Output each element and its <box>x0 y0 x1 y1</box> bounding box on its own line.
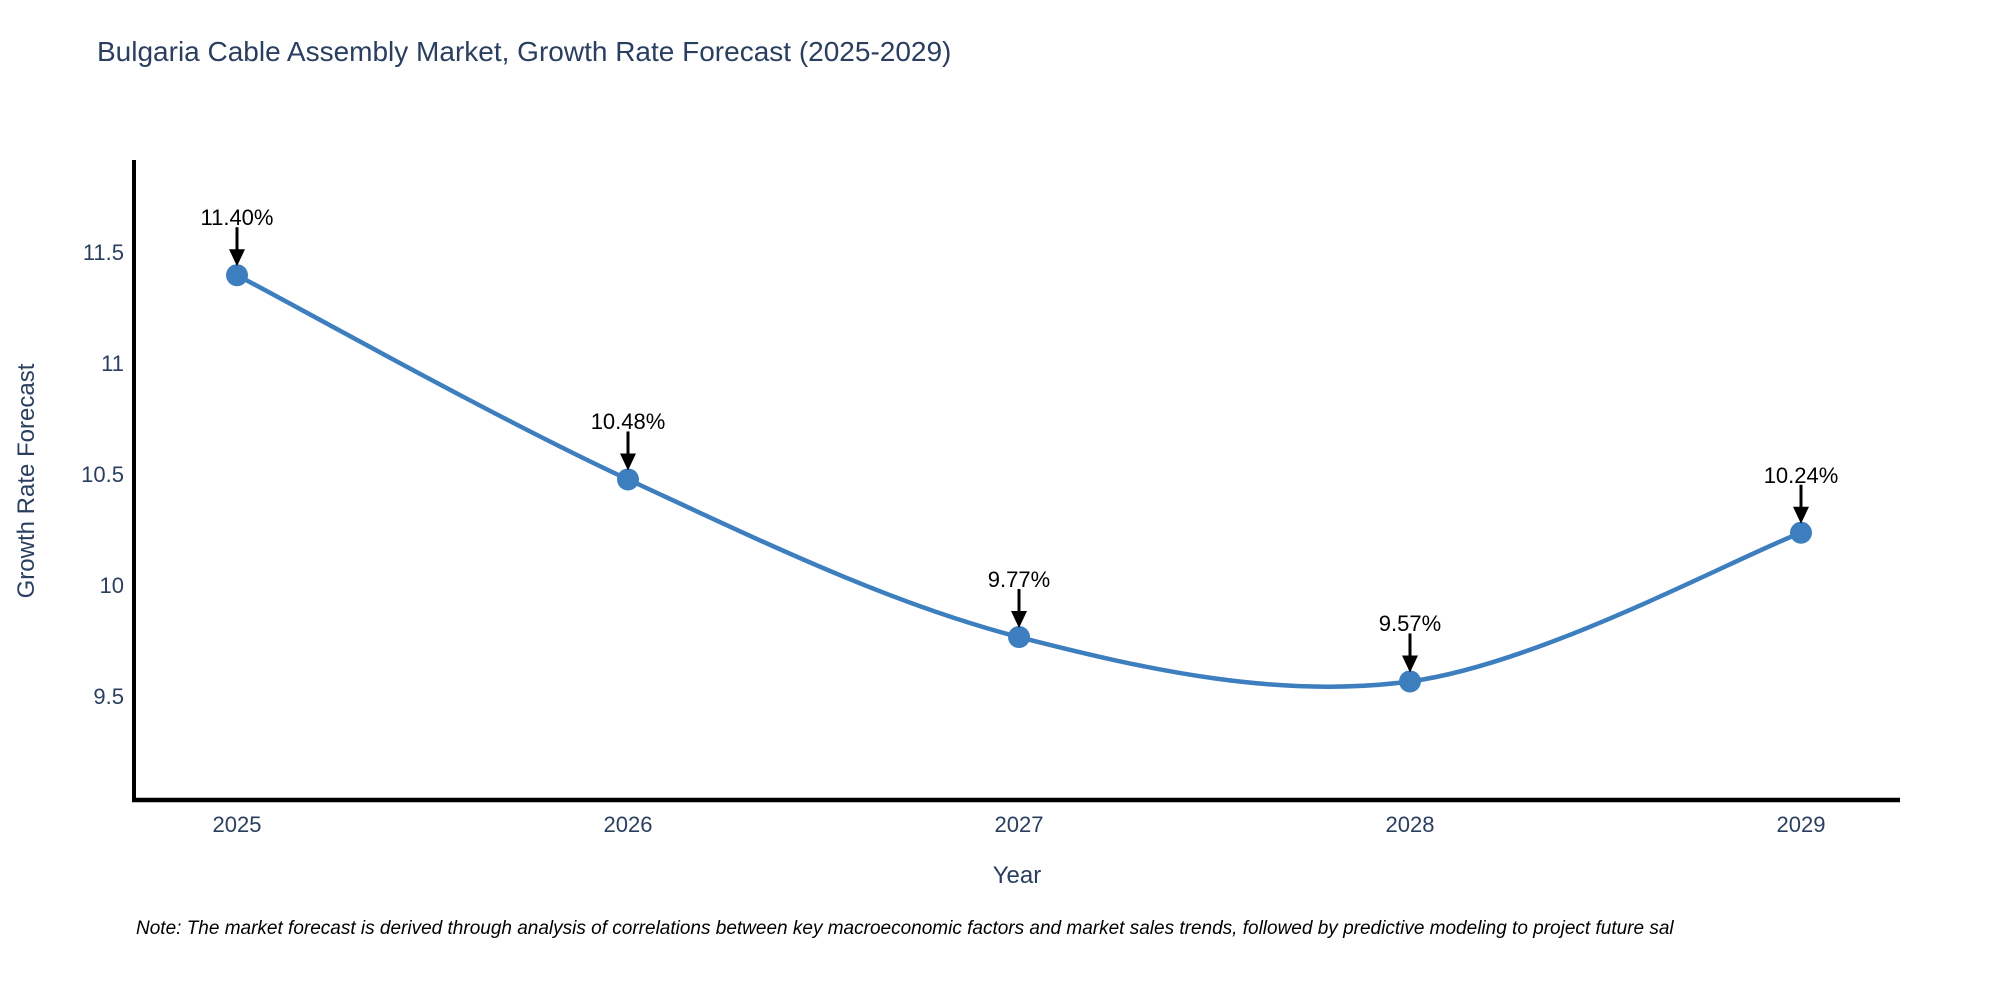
y-tick-label: 11 <box>101 351 124 376</box>
data-point-marker <box>1790 521 1812 544</box>
footnote: Note: The market forecast is derived thr… <box>136 918 1674 939</box>
point-value-label: 9.77% <box>987 567 1051 593</box>
x-tick-label: 2028 <box>1385 812 1435 837</box>
annotation-arrow-head <box>1793 506 1809 524</box>
data-point-marker <box>1008 626 1030 649</box>
annotation-arrow-head <box>1011 611 1027 629</box>
y-tick-label: 10.5 <box>81 462 124 487</box>
x-tick-label: 2029 <box>1776 812 1826 837</box>
annotation-arrow-head <box>229 249 245 267</box>
point-value-label: 10.48% <box>590 409 666 435</box>
annotation-arrow-head <box>620 453 636 471</box>
point-value-label: 10.24% <box>1763 462 1839 488</box>
data-point-marker <box>226 264 248 287</box>
y-tick-label: 10 <box>99 573 124 598</box>
x-tick-label: 2027 <box>994 812 1044 837</box>
data-point-marker <box>617 468 639 491</box>
point-value-label: 11.40% <box>200 205 274 231</box>
y-tick-label: 11.5 <box>82 240 124 265</box>
x-axis-title: Year <box>992 862 1042 889</box>
annotation-arrow-head <box>1402 655 1418 673</box>
x-tick-label: 2026 <box>603 812 653 837</box>
x-tick-label: 2025 <box>212 812 262 837</box>
chart-title: Bulgaria Cable Assembly Market, Growth R… <box>97 36 952 67</box>
y-tick-label: 9.5 <box>93 684 124 709</box>
point-value-label: 9.57% <box>1378 611 1442 637</box>
data-point-marker <box>1399 670 1421 693</box>
